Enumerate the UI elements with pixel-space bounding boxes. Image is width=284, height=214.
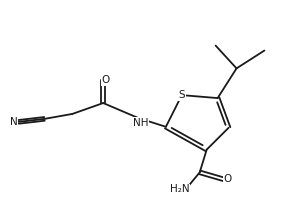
Text: O: O [224, 174, 232, 184]
Text: NH: NH [133, 118, 149, 128]
Text: H₂N: H₂N [170, 184, 190, 194]
Text: N: N [10, 117, 18, 127]
Text: O: O [101, 75, 109, 85]
Text: S: S [178, 90, 185, 100]
